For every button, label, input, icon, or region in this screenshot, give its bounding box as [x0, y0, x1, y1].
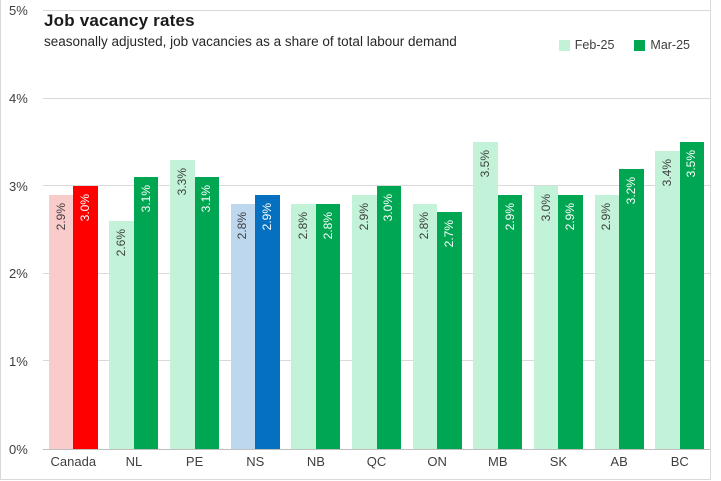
- bar-value-label: 2.9%: [53, 202, 68, 231]
- bar-group-nl: 2.6% 3.1%: [104, 11, 165, 449]
- chart-subtitle: seasonally adjusted, job vacancies as a …: [44, 34, 457, 49]
- y-tick-label: 0%: [9, 442, 28, 457]
- bar-pe-feb-25: 3.3%: [170, 159, 195, 449]
- bar-canada-mar-25: 3.0%: [73, 186, 98, 449]
- gridline: [43, 97, 710, 99]
- bar-group-canada: 2.9% 3.0%: [43, 11, 104, 449]
- bar-pe-mar-25: 3.1%: [194, 177, 220, 449]
- bar-mb-feb-25: 3.5%: [473, 142, 498, 449]
- bar-ns-mar-25: 2.9%: [255, 194, 280, 449]
- x-tick-label-nl: NL: [125, 454, 143, 469]
- bar-ns-feb-25: 2.8%: [230, 203, 256, 449]
- bar-value-label: 2.7%: [441, 220, 456, 248]
- bar-value-label: 2.6%: [114, 229, 129, 257]
- bar-value-label: 3.2%: [623, 176, 638, 205]
- bar-value-label: 2.8%: [417, 211, 432, 240]
- bar-nb-mar-25: 2.8%: [315, 203, 341, 449]
- y-tick-label: 1%: [9, 354, 28, 370]
- x-tick-label-pe: PE: [185, 454, 204, 469]
- bar-qc-feb-25: 2.9%: [352, 194, 377, 449]
- x-tick-label-nb: NB: [306, 454, 325, 469]
- bar-group-mb: 3.5% 2.9%: [467, 11, 528, 449]
- legend-swatch-mar-icon: [634, 39, 646, 51]
- x-tick-label-qc: QC: [366, 454, 387, 469]
- bar-group-pe: 3.3% 3.1%: [164, 11, 225, 449]
- bar-value-label: 3.3%: [174, 167, 189, 196]
- x-tick-label-sk: SK: [549, 454, 568, 469]
- x-tick-label-mb: MB: [488, 454, 508, 469]
- bar-canada-feb-25: 2.9%: [48, 194, 74, 449]
- bar-group-bc: 3.4% 3.5%: [649, 11, 710, 449]
- bar-value-label: 2.9%: [356, 202, 371, 231]
- bar-nl-feb-25: 2.6%: [109, 221, 134, 449]
- plot-area: 2.9% 3.0% 2.6% 3.1% 3.3% 3.1% 2.8% 2.9% 2.8% 2.8%…: [43, 10, 710, 450]
- x-tick-label-ab: AB: [610, 454, 628, 469]
- x-tick-label-ns: NS: [246, 454, 265, 469]
- bar-ab-mar-25: 3.2%: [619, 168, 644, 449]
- bars-container: 2.9% 3.0% 2.6% 3.1% 3.3% 3.1% 2.8% 2.9% 2.8% 2.8%…: [43, 11, 710, 449]
- bar-nl-mar-25: 3.1%: [133, 177, 159, 449]
- bar-value-label: 3.1%: [199, 185, 214, 213]
- bar-nb-feb-25: 2.8%: [291, 203, 316, 449]
- y-tick-label: 3%: [9, 178, 28, 194]
- bar-mb-mar-25: 2.9%: [497, 194, 523, 449]
- chart-title: Job vacancy rates: [44, 11, 195, 30]
- legend-label-feb: Feb-25: [574, 38, 615, 52]
- y-tick-label: 5%: [9, 3, 28, 18]
- bar-value-label: 3.1%: [138, 185, 153, 213]
- bar-value-label: 2.9%: [502, 202, 517, 231]
- x-tick-label-on: ON: [427, 454, 447, 469]
- gridline: [43, 10, 710, 11]
- y-axis: 0% 1% 2% 3% 4% 5%: [1, 4, 43, 457]
- bar-value-label: 2.8%: [320, 211, 335, 240]
- bar-value-label: 3.0%: [538, 194, 553, 222]
- legend-label-mar: Mar-25: [650, 38, 690, 52]
- bar-group-ab: 2.9% 3.2%: [589, 11, 650, 449]
- x-tick-label-canada: Canada: [50, 454, 97, 469]
- bar-value-label: 3.4%: [659, 159, 674, 187]
- legend-item-feb: Feb-25: [558, 38, 615, 52]
- x-tick-label-bc: BC: [670, 454, 689, 469]
- bar-ab-feb-25: 2.9%: [594, 194, 620, 449]
- y-tick-label: 4%: [9, 90, 28, 106]
- bar-value-label: 2.9%: [563, 202, 578, 231]
- bar-group-ns: 2.8% 2.9%: [225, 11, 286, 449]
- bar-value-label: 3.5%: [684, 150, 699, 178]
- bar-group-sk: 3.0% 2.9%: [528, 11, 589, 449]
- bar-sk-feb-25: 3.0%: [533, 186, 559, 449]
- bar-group-nb: 2.8% 2.8%: [286, 11, 347, 449]
- bar-group-qc: 2.9% 3.0%: [346, 11, 407, 449]
- x-axis: Canada NL PE NS NB QC ON MB SK AB BC: [43, 454, 710, 469]
- bar-group-on: 2.8% 2.7%: [407, 11, 468, 449]
- y-tick-label: 2%: [9, 266, 28, 282]
- bar-value-label: 2.9%: [259, 202, 274, 231]
- bar-value-label: 3.5%: [478, 150, 493, 178]
- bar-value-label: 2.8%: [235, 211, 250, 240]
- bar-bc-feb-25: 3.4%: [655, 151, 680, 449]
- legend-swatch-feb-icon: [558, 39, 570, 51]
- gridline: [43, 185, 710, 187]
- bar-value-label: 2.9%: [599, 202, 614, 231]
- bar-on-mar-25: 2.7%: [437, 212, 462, 449]
- bar-value-label: 2.8%: [296, 211, 311, 240]
- title-block: Job vacancy rates seasonally adjusted, j…: [44, 9, 457, 51]
- bar-bc-mar-25: 3.5%: [679, 142, 705, 449]
- bar-value-label: 3.0%: [78, 194, 93, 222]
- legend-item-mar: Mar-25: [634, 38, 690, 52]
- bar-sk-mar-25: 2.9%: [558, 194, 583, 449]
- legend: Feb-25 Mar-25: [558, 38, 690, 52]
- bar-qc-mar-25: 3.0%: [376, 186, 402, 449]
- bar-value-label: 3.0%: [381, 194, 396, 222]
- bar-on-feb-25: 2.8%: [412, 203, 438, 449]
